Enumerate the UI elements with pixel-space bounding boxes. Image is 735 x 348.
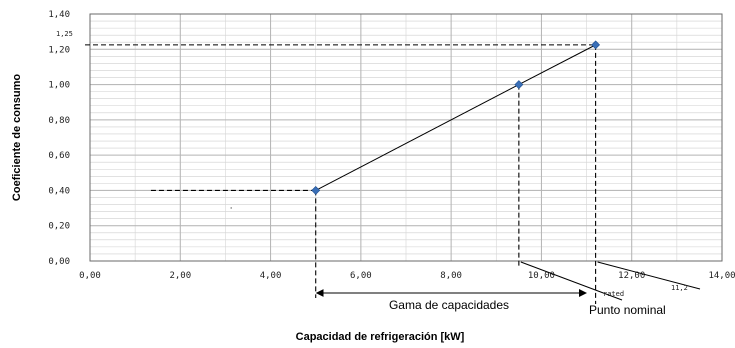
x-tick-label: 12,00 [618,271,645,281]
y-tick-label: 1,40 [48,10,70,20]
annotations: 1,25 Gama de capacidades Punto nominal r… [56,30,688,317]
stray-mark: ' [229,206,233,214]
data-point [514,80,524,89]
x-tick-label: 4,00 [260,271,282,281]
nominal-leader-line [597,261,701,290]
series [311,40,601,195]
y-tick-labels: 0,00 0,20 0,40 0,60 0,80 1,00 1,20 1,40 [48,10,70,267]
y-marker-label: 1,25 [56,30,73,38]
x-tick-labels: 0,00 2,00 4,00 6,00 8,00 10,00 12,00 14,00 [79,271,735,281]
x-tick-label: 0,00 [79,271,101,281]
grid-minor [89,13,723,262]
x-tick-label: 10,00 [528,271,555,281]
dashed-guides [85,44,701,304]
data-point [311,186,321,195]
y-tick-label: 1,20 [48,45,70,55]
data-point [591,40,601,50]
range-label: Gama de capacidades [389,298,509,312]
nominal-value-label: 11,2 [671,284,688,292]
y-tick-label: 0,80 [48,116,70,126]
y-tick-label: 0,20 [48,222,70,232]
rated-leader-line [520,261,623,301]
x-tick-label: 14,00 [708,271,735,281]
series-line [315,44,596,191]
nominal-label: Punto nominal [589,303,666,317]
y-tick-label: 1,00 [48,81,70,91]
x-tick-label: 2,00 [169,271,191,281]
y-tick-label: 0,60 [48,151,70,161]
y-axis-title: Coeficiente de consumo [11,74,23,201]
x-axis-title: Capacidad de refrigeración [kW] [296,331,465,343]
x-tick-label: 6,00 [350,271,372,281]
rated-label: rated [603,290,624,298]
y-tick-label: 0,40 [48,186,70,196]
plot-frame [89,13,723,262]
x-tick-label: 8,00 [440,271,462,281]
y-tick-label: 0,00 [48,257,70,267]
